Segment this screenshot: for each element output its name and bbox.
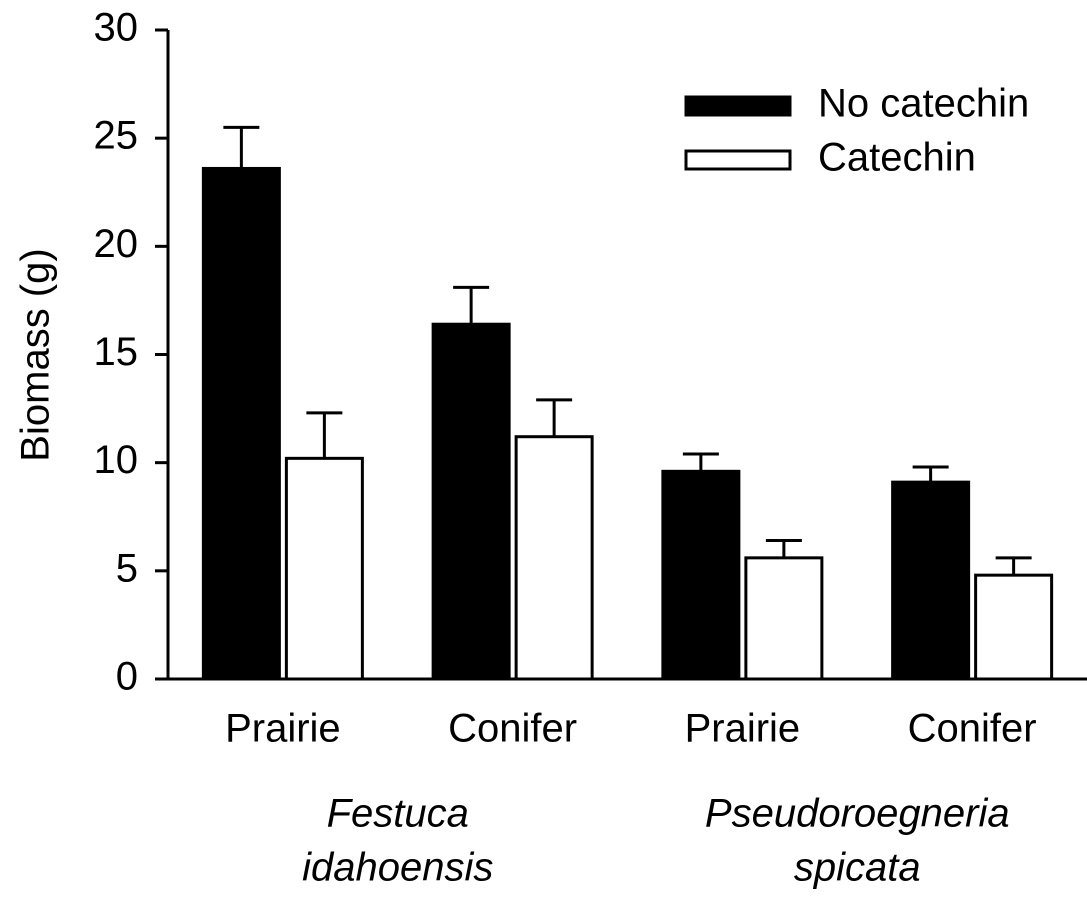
legend-label: No catechin — [818, 82, 1029, 126]
legend-swatch — [684, 95, 792, 117]
y-axis-label: Biomass (g) — [14, 248, 58, 461]
bar — [514, 435, 594, 681]
x-tick-label: Conifer — [908, 707, 1037, 751]
x-tick-label: Prairie — [685, 707, 801, 751]
bar — [284, 456, 364, 681]
bar — [744, 556, 824, 681]
group-label: idahoensis — [302, 846, 493, 890]
bar — [431, 322, 511, 681]
bar — [891, 480, 971, 681]
y-tick-label: 0 — [116, 655, 138, 699]
y-tick-label: 15 — [94, 330, 139, 374]
legend-swatch — [684, 149, 792, 171]
group-label: Festuca — [327, 792, 469, 836]
bar — [201, 166, 281, 681]
y-tick-label: 30 — [94, 6, 139, 50]
bar — [661, 469, 741, 681]
legend-label: Catechin — [818, 136, 976, 180]
y-tick-label: 10 — [94, 438, 139, 482]
x-tick-label: Conifer — [448, 707, 577, 751]
bar — [974, 573, 1054, 681]
y-tick-label: 25 — [94, 114, 139, 158]
y-tick-label: 5 — [116, 546, 138, 590]
y-tick-label: 20 — [94, 222, 139, 266]
group-label: spicata — [794, 846, 921, 890]
x-tick-label: Prairie — [225, 707, 341, 751]
group-label: Pseudoroegneria — [705, 792, 1010, 836]
